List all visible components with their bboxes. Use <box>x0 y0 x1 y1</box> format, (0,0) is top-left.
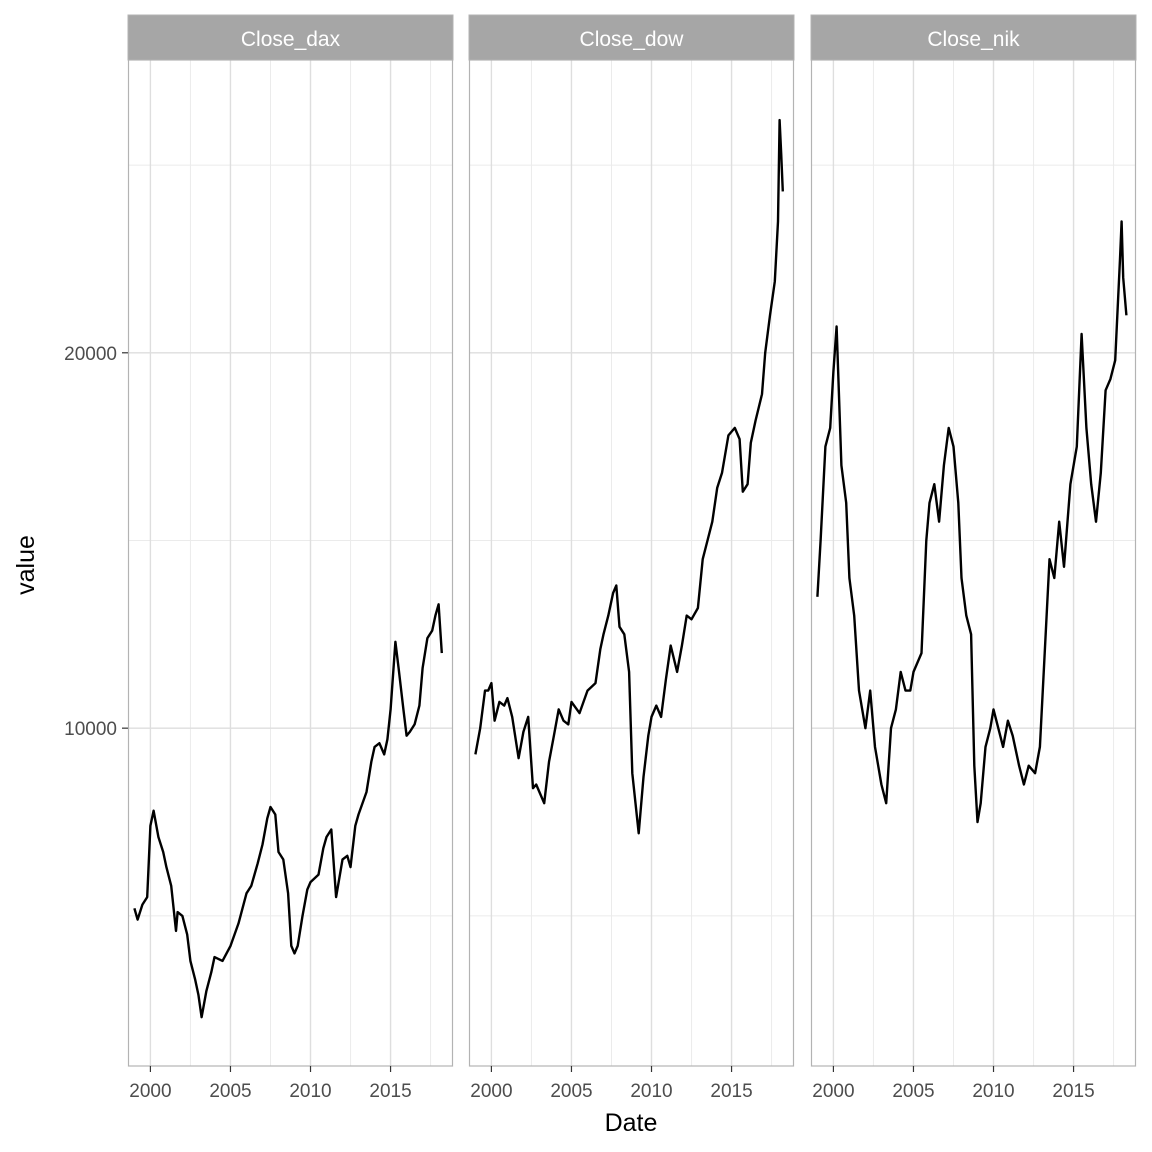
x-tick-label: 2005 <box>209 1081 251 1102</box>
facet-strip <box>127 14 454 61</box>
x-tick-label: 2010 <box>289 1081 331 1102</box>
x-tick-label: 2005 <box>892 1081 934 1102</box>
panel-close-dow: Close_dow 2000 2005 2010 2015 <box>468 14 795 1102</box>
panel-close-dax: Close_dax 2000 2005 2010 2015 <box>127 14 454 1102</box>
x-tick-label: 2015 <box>369 1081 411 1102</box>
plot-background <box>811 60 1136 1066</box>
x-tick-label: 2005 <box>550 1081 592 1102</box>
facet-strip <box>468 14 795 61</box>
plot-background <box>128 60 453 1066</box>
x-axis-title: Date <box>605 1109 658 1137</box>
x-tick-label: 2010 <box>972 1081 1014 1102</box>
series-line-close-nik <box>816 220 1128 824</box>
y-axis: 10000 20000 <box>64 344 128 740</box>
y-tick-label: 10000 <box>64 719 117 740</box>
series-line-close-dax <box>133 603 443 1019</box>
x-tick-label: 2015 <box>710 1081 752 1102</box>
plot-background <box>469 60 794 1066</box>
x-tick-label: 2000 <box>470 1081 512 1102</box>
x-tick-label: 2015 <box>1052 1081 1094 1102</box>
x-tick-label: 2000 <box>129 1081 171 1102</box>
facet-strip-label: Close_dax <box>241 28 341 51</box>
facet-strip <box>810 14 1137 61</box>
y-axis-title: value <box>12 535 40 595</box>
facet-strip-label: Close_dow <box>580 28 685 51</box>
facet-strip-label: Close_nik <box>927 28 1020 51</box>
series-line-close-dow <box>474 118 784 835</box>
panels-layer: Close_dax 2000 2005 2010 2015 Close_dow 2000 20… <box>127 14 1137 1102</box>
y-tick-label: 20000 <box>64 344 117 365</box>
x-tick-label: 2010 <box>630 1081 672 1102</box>
panel-close-nik: Close_nik 2000 2005 2010 2015 <box>810 14 1137 1102</box>
x-tick-label: 2000 <box>812 1081 854 1102</box>
